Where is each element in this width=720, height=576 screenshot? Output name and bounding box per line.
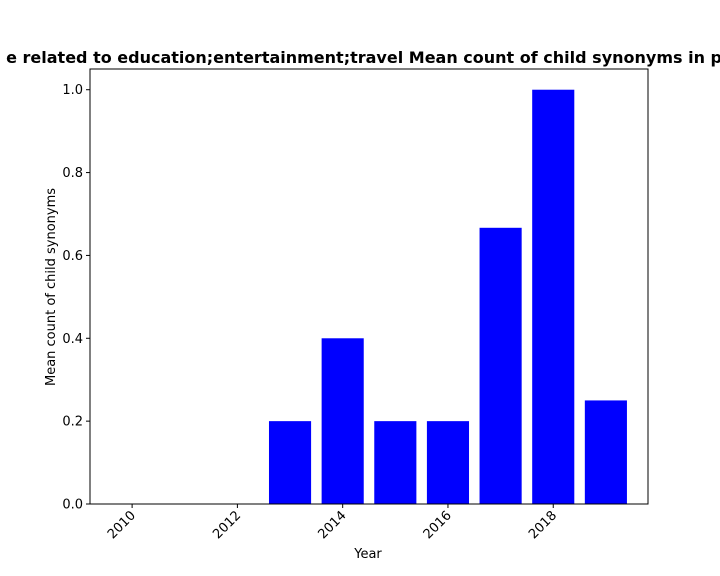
y-tick-label: 0.0 xyxy=(62,498,83,513)
plot-frame xyxy=(89,68,649,505)
bar-2016 xyxy=(426,421,470,504)
bar-2014 xyxy=(321,338,364,504)
x-tick-label: 2014 xyxy=(316,508,350,542)
chart-title: e related to education;entertainment;tra… xyxy=(6,48,720,67)
y-tick-label: 0.4 xyxy=(62,332,83,347)
x-tick-label: 2010 xyxy=(105,508,139,542)
y-tick-label: 0.6 xyxy=(62,249,83,264)
x-axis-ticks: 2010 2012 2014 2016 2018 xyxy=(105,504,560,542)
y-tick-label: 0.8 xyxy=(62,166,83,181)
bar-2017 xyxy=(479,227,522,504)
y-tick-label: 0.2 xyxy=(62,415,83,430)
y-tick-label: 1.0 xyxy=(62,83,83,98)
bars-group xyxy=(268,89,627,504)
x-tick-label: 2018 xyxy=(526,508,560,542)
x-tick-label: 2016 xyxy=(421,508,455,542)
x-axis-label: Year xyxy=(353,547,382,562)
bar-2015 xyxy=(374,421,417,504)
y-axis-ticks: 0.0 0.2 0.4 0.6 0.8 1.0 xyxy=(62,83,90,513)
y-axis-label: Mean count of child synonyms xyxy=(44,188,59,386)
x-tick-label: 2012 xyxy=(210,508,244,542)
bar-2019 xyxy=(584,400,627,504)
bar-2013 xyxy=(268,421,312,504)
bar-2018 xyxy=(532,89,575,504)
